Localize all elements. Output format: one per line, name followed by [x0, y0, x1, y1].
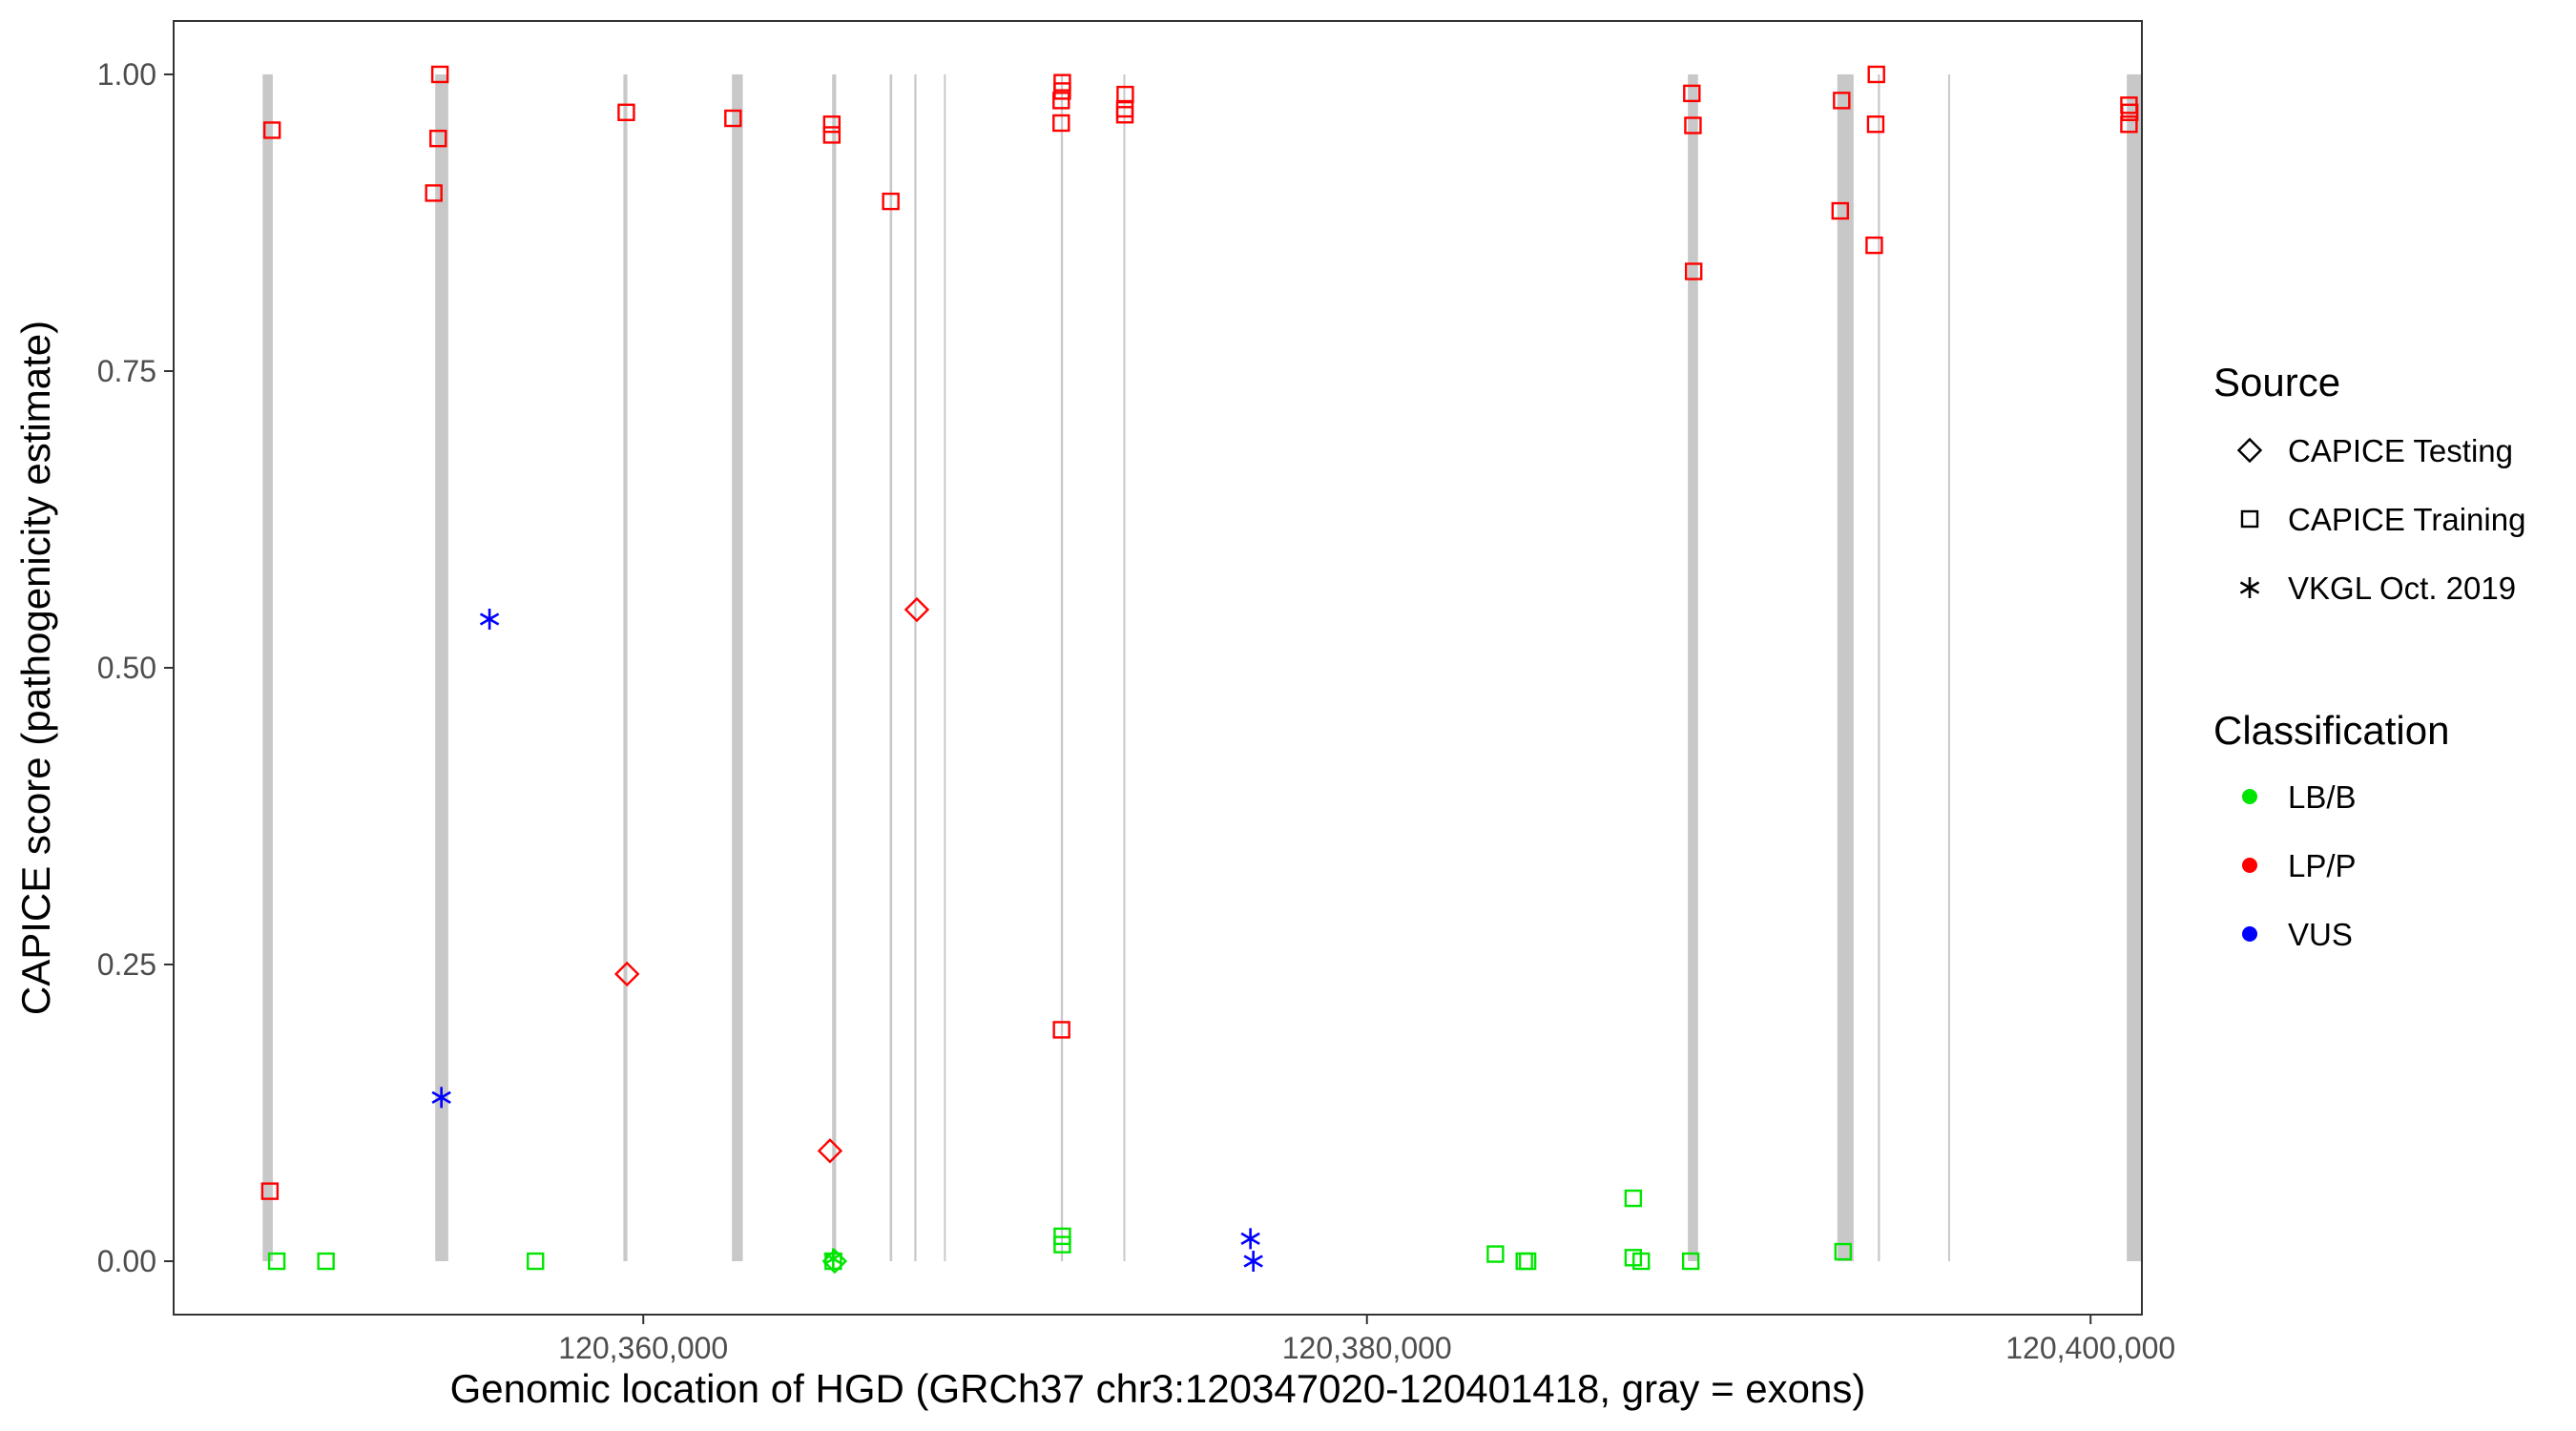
data-point — [1052, 92, 1070, 110]
data-point — [613, 961, 640, 987]
data-point — [821, 1248, 848, 1275]
x-tick-label: 120,380,000 — [1282, 1331, 1452, 1365]
exon-band — [1123, 73, 1126, 1262]
y-tick-label: 1.00 — [97, 57, 156, 92]
data-point — [1865, 236, 1883, 255]
exon-band — [262, 73, 273, 1262]
data-point — [527, 1252, 545, 1271]
data-point — [1518, 1252, 1537, 1271]
x-axis-ticks: 120,360,000 120,380,000 120,400,000 — [558, 1315, 2175, 1365]
exon-bands — [262, 73, 2142, 1262]
data-point — [1486, 1245, 1505, 1263]
data-points — [260, 65, 2139, 1275]
data-point — [1681, 1252, 1700, 1271]
y-axis-ticks: 0.00 0.25 0.50 0.75 1.00 — [97, 57, 174, 1278]
data-point — [262, 121, 281, 139]
data-point — [817, 1138, 843, 1164]
data-point — [1831, 201, 1849, 220]
data-point — [822, 115, 841, 134]
legend-key-dot — [2242, 858, 2257, 873]
exon-band — [623, 73, 628, 1262]
data-point — [822, 126, 841, 144]
data-point — [882, 192, 900, 211]
exon-band — [944, 73, 946, 1262]
legend-key-dot — [2242, 789, 2257, 804]
legend-label: LP/P — [2288, 848, 2357, 883]
data-point — [904, 596, 930, 623]
data-point — [1834, 1242, 1853, 1261]
data-point — [1632, 1252, 1651, 1271]
y-tick-label: 0.50 — [97, 651, 156, 685]
exon-band — [732, 73, 743, 1262]
data-point — [617, 103, 635, 121]
data-point — [429, 129, 447, 148]
data-point — [1867, 65, 1885, 84]
legend-key-asterisk — [2239, 577, 2260, 598]
legend-label: CAPICE Testing — [2288, 433, 2513, 468]
x-tick-label: 120,360,000 — [558, 1331, 728, 1365]
legend-label: VUS — [2288, 917, 2353, 952]
legend-label: CAPICE Training — [2288, 502, 2525, 537]
data-point — [2120, 115, 2138, 134]
data-point — [1683, 84, 1701, 103]
data-point — [267, 1252, 286, 1271]
legend-key-square — [2240, 509, 2259, 529]
data-point — [1243, 1251, 1263, 1273]
data-point — [425, 184, 443, 202]
data-point — [1240, 1228, 1260, 1250]
legend-label: LB/B — [2288, 779, 2357, 815]
data-point — [1684, 116, 1702, 135]
data-point — [317, 1252, 335, 1271]
legend-classification-title: Classification — [2213, 708, 2449, 753]
data-point — [724, 109, 742, 128]
data-point — [479, 608, 500, 630]
exon-band — [1947, 73, 1950, 1262]
exon-band — [1060, 73, 1064, 1262]
data-point — [823, 1248, 843, 1270]
exon-band — [1837, 73, 1854, 1262]
data-point — [1052, 1021, 1070, 1039]
data-point — [1115, 106, 1134, 124]
legend-source-title: Source — [2213, 360, 2340, 404]
legend: Source Classification CAPICE Testing CAPI… — [2213, 360, 2525, 952]
y-axis-title: CAPICE score (pathogenicity estimate) — [13, 321, 58, 1015]
data-point — [1053, 82, 1071, 100]
exon-band — [889, 73, 893, 1262]
exon-band — [1878, 73, 1880, 1262]
data-point — [260, 1182, 280, 1200]
exon-band — [2127, 73, 2142, 1262]
data-point — [1624, 1189, 1643, 1208]
data-point — [1052, 114, 1070, 133]
exon-band — [435, 73, 448, 1262]
exon-band — [914, 73, 917, 1262]
legend-key-dot — [2242, 926, 2257, 942]
data-point — [1684, 262, 1703, 280]
data-point — [2120, 103, 2139, 121]
data-point — [430, 65, 449, 84]
data-point — [1866, 115, 1885, 134]
data-point — [431, 1087, 451, 1109]
exon-band — [1688, 73, 1698, 1262]
legend-key-diamond — [2236, 437, 2263, 464]
data-point — [1833, 92, 1851, 110]
y-tick-label: 0.75 — [97, 354, 156, 388]
data-point — [1053, 1235, 1071, 1254]
legend-label: VKGL Oct. 2019 — [2288, 570, 2516, 606]
x-axis-title: Genomic location of HGD (GRCh37 chr3:120… — [450, 1366, 1866, 1411]
y-tick-label: 0.00 — [97, 1244, 156, 1278]
exon-band — [832, 73, 837, 1262]
x-tick-label: 120,400,000 — [2005, 1331, 2175, 1365]
y-tick-label: 0.25 — [97, 947, 156, 982]
